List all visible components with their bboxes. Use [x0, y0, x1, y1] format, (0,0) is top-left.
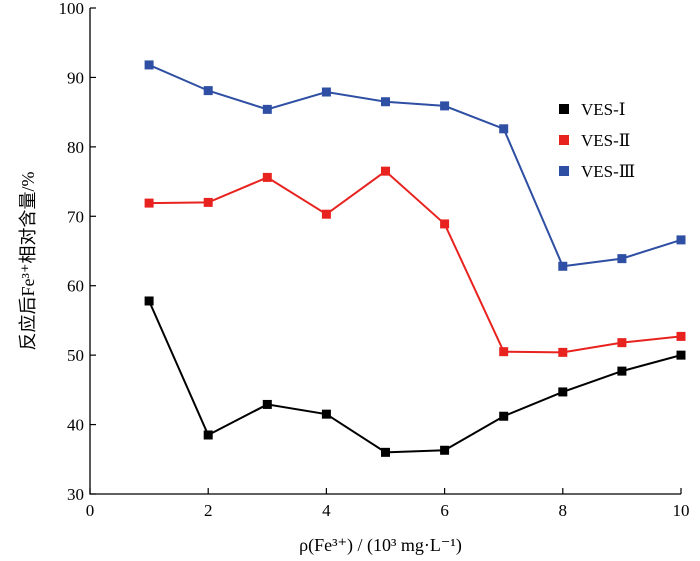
y-tick-label: 70	[67, 207, 84, 226]
x-tick-label: 0	[86, 501, 95, 520]
y-axis-title-group: 反应后Fe³⁺相对含量/%	[18, 172, 38, 351]
data-point	[144, 60, 154, 70]
y-tick-label: 100	[59, 0, 85, 18]
data-point	[262, 399, 272, 409]
series-line	[148, 300, 682, 454]
data-point	[144, 198, 154, 208]
series-2	[144, 166, 686, 357]
x-tick-label: 4	[322, 501, 331, 520]
data-point	[617, 338, 627, 348]
legend-marker	[559, 166, 569, 176]
data-point	[203, 86, 213, 96]
axes: 0 2 4 6 8 10 30 40 50 60 70 80 90 100	[59, 0, 690, 520]
data-point	[676, 235, 686, 245]
legend-marker	[559, 135, 569, 145]
data-point	[499, 411, 509, 421]
data-point	[440, 219, 450, 229]
data-point	[321, 409, 331, 419]
data-point	[440, 445, 450, 455]
data-point	[617, 254, 627, 264]
data-point	[144, 296, 154, 306]
legend-label: VES-Ⅲ	[581, 162, 635, 181]
data-point	[321, 87, 331, 97]
x-axis-title: ρ(Fe³⁺) / (10³ mg·L⁻¹)	[299, 535, 462, 556]
data-point	[558, 387, 568, 397]
legend-label: VES-Ⅱ	[581, 131, 630, 150]
y-tick-label: 80	[67, 138, 84, 157]
x-tick-label: 10	[673, 501, 690, 520]
data-point	[262, 104, 272, 114]
y-tick-label: 40	[67, 416, 84, 435]
series-1	[144, 296, 686, 457]
data-point	[617, 366, 627, 376]
y-tick-label: 90	[67, 68, 84, 87]
data-point	[262, 172, 272, 182]
series-line	[149, 169, 682, 354]
data-point	[321, 209, 331, 219]
data-point	[499, 347, 509, 357]
data-point	[676, 331, 686, 341]
legend: VES-Ⅰ VES-Ⅱ VES-Ⅲ	[559, 100, 635, 181]
data-point	[381, 447, 390, 457]
x-tick-label: 8	[559, 501, 568, 520]
legend-marker	[559, 104, 569, 114]
legend-label: VES-Ⅰ	[581, 100, 626, 119]
data-point	[499, 124, 509, 134]
y-tick-label: 30	[67, 485, 84, 504]
x-tick-label: 2	[204, 501, 213, 520]
series-line	[148, 64, 682, 268]
data-point	[558, 261, 568, 271]
y-tick-label: 50	[67, 346, 84, 365]
data-point	[203, 430, 213, 440]
data-point	[676, 350, 686, 360]
data-point	[440, 101, 450, 111]
series-layer	[144, 60, 686, 457]
y-axis-title: 反应后Fe³⁺相对含量/%	[18, 172, 38, 351]
data-point	[203, 197, 213, 207]
data-point	[558, 347, 568, 357]
data-point	[381, 97, 390, 107]
y-tick-label: 60	[67, 277, 84, 296]
x-tick-label: 6	[440, 501, 449, 520]
axis-frame	[89, 8, 681, 495]
data-point	[381, 166, 390, 176]
series-3	[144, 60, 686, 271]
